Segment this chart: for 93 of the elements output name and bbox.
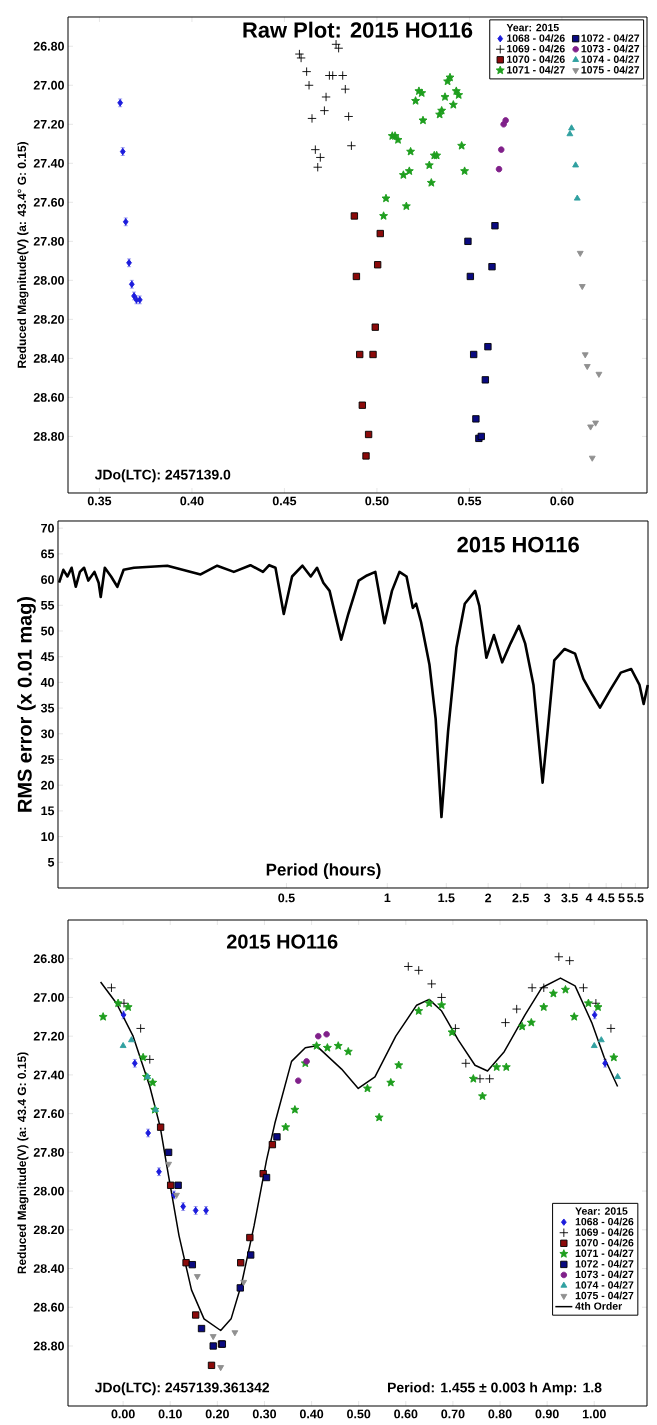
y-axis-title: Reduced Magnitude(V) (a: 43.4 G: 0.15) [17,1052,29,1274]
y-axis-title: RMS error (x 0.01 mag) [17,597,36,812]
x-tick-label: 0.5 [278,893,295,903]
x-tick-label: 1 [384,893,391,903]
y-tick-label: 35 [40,703,55,713]
x-tick-label: 1.5 [438,893,455,903]
annotation: Period: 1.455 ± 0.003 h Amp: 1.8 [388,1382,602,1396]
legend-label: 1071 - 04/27 [575,1249,634,1258]
y-tick-label: 5 [47,857,55,867]
x-tick-label: 2.5 [512,893,529,903]
x-tick-label: 3.5 [561,893,578,903]
legend-label: 1073 - 04/27 [575,1270,634,1279]
x-tick-label: 0.50 [365,496,389,506]
y-tick-label: 28.60 [33,393,64,402]
y-tick-label: 70 [41,523,54,533]
y-tick-label: 55 [41,600,55,610]
annotation: JDo(LTC): 2457139.361342 [94,1382,270,1396]
y-tick-label: 27.20 [33,1031,64,1041]
y-tick-label: 26.80 [33,41,64,51]
y-tick-label: 25 [41,755,55,764]
x-tick-label: 0.90 [535,1409,559,1419]
x-tick-label: 0.40 [299,1409,324,1419]
legend-label: 1068 - 04/26 [507,34,565,42]
x-tick-label: 0.55 [457,496,482,506]
y-tick-label: 60 [41,575,54,584]
y-tick-label: 28.20 [33,1225,64,1235]
x-tick-label: 0.20 [205,1409,229,1419]
x-tick-label: 4.5 [597,893,615,903]
y-tick-label: 28.40 [33,1264,64,1273]
x-tick-label: 0.60 [550,496,574,506]
legend-label: 1074 - 04/27 [575,1280,634,1289]
x-tick-label: 5 [618,893,625,903]
x-tick-label: 0.30 [252,1409,277,1419]
legend-label: 1070 - 04/26 [575,1238,634,1247]
x-tick-label: 2 [485,893,492,903]
legend-label: 4th Order [575,1302,622,1310]
text: 2015 HO116 [226,934,338,949]
y-tick-label: 26.80 [33,954,64,964]
x-tick-label: 0.00 [111,1409,135,1419]
x-axis-title: Period (hours) [266,863,381,879]
y-tick-label: 28.20 [33,314,64,324]
y-tick-label: 27.00 [33,80,64,90]
legend-label: 1073 - 04/27 [581,44,640,53]
x-tick-label: 3 [543,893,551,903]
y-tick-label: 27.60 [33,1109,64,1119]
y-tick-label: 28.60 [33,1302,64,1312]
y-tick-label: 15 [41,806,55,816]
y-tick-label: 27.20 [33,119,64,129]
y-tick-label: 10 [41,832,54,841]
x-tick-label: 5.5 [627,893,644,903]
x-tick-label: 4 [585,893,593,903]
y-tick-label: 40 [40,677,54,687]
y-tick-label: 65 [41,549,55,559]
x-tick-label: 0.45 [272,496,297,506]
y-tick-label: 20 [41,780,54,790]
y-tick-label: 28.00 [33,1186,64,1196]
legend-label: 1069 - 04/26 [575,1228,634,1236]
y-tick-label: 28.80 [33,1341,64,1351]
y-tick-label: 30 [40,729,54,739]
legend-label: 1072 - 04/27 [581,34,640,42]
y-tick-label: 27.40 [33,158,64,168]
legend-label: 1069 - 04/26 [507,44,565,53]
y-tick-label: 50 [41,626,54,636]
x-tick-label: 0.10 [158,1409,182,1419]
y-tick-label: 28.40 [33,353,64,363]
x-tick-label: 0.50 [347,1409,371,1419]
x-tick-label: 0.60 [394,1409,418,1419]
y-tick-label: 27.40 [33,1070,64,1080]
y-tick-label: 28.80 [33,432,64,441]
x-tick-label: 0.80 [488,1409,512,1419]
legend-label: 1071 - 04/27 [507,65,565,74]
x-tick-label: 0.70 [441,1409,465,1419]
chart-title: Raw Plot: 2015 HO116 [243,21,473,38]
y-tick-label: 45 [40,652,55,662]
y-tick-label: 27.60 [33,197,64,207]
legend-label: 1075 - 04/27 [581,65,640,74]
x-tick-label: 0.35 [87,496,112,506]
legend-label: 1072 - 04/27 [575,1259,634,1268]
legend-label: 1075 - 04/27 [575,1291,634,1300]
legend-label: 1070 - 04/26 [507,55,565,64]
x-tick-label: 0.40 [180,496,204,506]
legend-title: Year: 2015 [575,1207,628,1215]
annotation: JDo(LTC): 2457139.0 [94,469,231,483]
y-tick-label: 27.00 [33,993,64,1002]
y-tick-label: 28.00 [33,275,64,285]
legend-label: 1068 - 04/26 [575,1217,634,1226]
y-tick-label: 27.80 [33,1147,64,1157]
y-axis-title: Reduced Magnitude(V) (a: 43.4° G: 0.15) [17,142,29,368]
x-tick-label: 1.00 [582,1409,606,1419]
y-tick-label: 27.80 [33,236,64,246]
legend-title: Year: 2015 [506,23,559,32]
legend-label: 1074 - 04/27 [581,55,640,64]
text: 2015 HO116 [457,536,579,553]
